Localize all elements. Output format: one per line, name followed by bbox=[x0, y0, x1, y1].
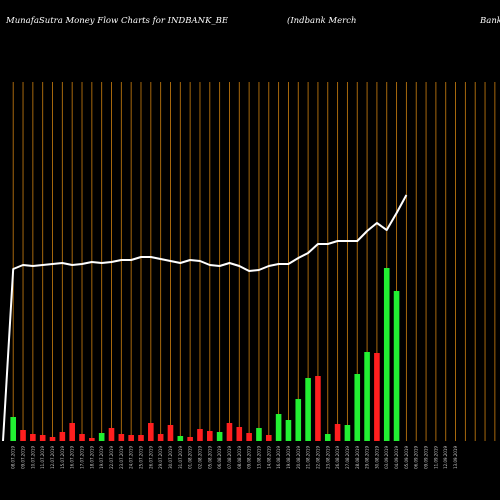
money-flow-bar bbox=[315, 376, 321, 441]
x-tick-label: 14.08.2019 bbox=[266, 446, 271, 469]
money-flow-bar bbox=[69, 423, 75, 441]
x-tick-label: 08.08.2019 bbox=[237, 446, 242, 469]
x-tick-label: 31.07.2019 bbox=[178, 446, 183, 469]
x-tick-label: 03.09.2019 bbox=[384, 446, 389, 469]
x-tick-label: 22.07.2019 bbox=[109, 446, 114, 469]
money-flow-bar bbox=[89, 438, 95, 441]
x-tick-label: 23.08.2019 bbox=[325, 446, 330, 469]
price-line bbox=[2, 194, 408, 442]
x-tick-label: 15.07.2019 bbox=[60, 446, 65, 469]
x-tick-label: 28.08.2019 bbox=[355, 446, 360, 469]
bar-series bbox=[10, 268, 400, 441]
money-flow-bar bbox=[10, 417, 16, 441]
x-tick-label: 23.07.2019 bbox=[119, 446, 124, 469]
x-tick-label: 07.08.2019 bbox=[227, 446, 232, 469]
x-tick-labels: 08.07.2019 09.07.2019 10.07.2019 11.07.2019… bbox=[11, 446, 458, 469]
x-tick-label: 24.07.2019 bbox=[129, 446, 134, 469]
x-tick-label: 05.08.2019 bbox=[207, 446, 212, 469]
chart-subtitle-right: Bank bbox=[479, 16, 500, 26]
x-tick-label: 22.08.2019 bbox=[315, 446, 320, 469]
money-flow-bar bbox=[79, 434, 85, 441]
money-flow-bar bbox=[334, 424, 341, 441]
grid-lines bbox=[12, 82, 496, 441]
x-tick-label: 16.07.2019 bbox=[70, 446, 75, 469]
money-flow-bar bbox=[265, 435, 272, 441]
chart-subtitle: (Indbank Merch bbox=[287, 15, 356, 26]
x-tick-label: 08.07.2019 bbox=[11, 446, 16, 469]
money-flow-bar bbox=[59, 432, 66, 441]
money-flow-bar bbox=[393, 291, 400, 441]
money-flow-bar bbox=[39, 435, 46, 441]
money-flow-bar bbox=[30, 434, 36, 441]
money-flow-bar bbox=[207, 431, 213, 441]
x-tick-label: 26.07.2019 bbox=[148, 446, 153, 469]
x-tick-label: 11.07.2019 bbox=[40, 446, 45, 469]
x-tick-label: 12.09.2019 bbox=[443, 446, 448, 469]
money-flow-bar bbox=[305, 378, 311, 441]
money-flow-bar bbox=[128, 435, 134, 441]
x-tick-label: 19.07.2019 bbox=[99, 446, 104, 469]
x-tick-label: 17.07.2019 bbox=[80, 446, 85, 469]
x-tick-label: 01.08.2019 bbox=[188, 446, 193, 469]
money-flow-bar bbox=[275, 414, 282, 441]
x-tick-label: 06.09.2019 bbox=[414, 446, 419, 469]
x-tick-label: 16.08.2019 bbox=[276, 446, 281, 469]
money-flow-bar bbox=[197, 429, 203, 441]
x-tick-label: 11.09.2019 bbox=[433, 446, 438, 469]
x-tick-label: 25.07.2019 bbox=[138, 446, 143, 469]
x-tick-label: 29.07.2019 bbox=[158, 446, 163, 469]
money-flow-bar bbox=[108, 428, 115, 441]
money-flow-bar bbox=[324, 434, 331, 441]
money-flow-bar bbox=[177, 436, 184, 441]
money-flow-bar bbox=[216, 432, 223, 441]
money-flow-bar bbox=[354, 374, 361, 441]
x-tick-label: 29.08.2019 bbox=[365, 446, 370, 469]
money-flow-bar bbox=[383, 268, 390, 441]
money-flow-bar bbox=[364, 352, 370, 441]
money-flow-bar bbox=[167, 425, 174, 441]
money-flow-bar bbox=[236, 427, 243, 441]
x-tick-label: 09.07.2019 bbox=[21, 446, 26, 469]
money-flow-bar bbox=[138, 435, 144, 441]
money-flow-bar bbox=[285, 420, 292, 441]
x-tick-label: 05.09.2019 bbox=[404, 446, 409, 469]
x-tick-label: 13.08.2019 bbox=[256, 446, 261, 469]
x-tick-label: 27.08.2019 bbox=[345, 446, 350, 469]
money-flow-bar bbox=[20, 430, 26, 441]
x-tick-label: 04.09.2019 bbox=[394, 446, 399, 469]
x-tick-label: 30.07.2019 bbox=[168, 446, 173, 469]
money-flow-bar bbox=[226, 423, 233, 441]
money-flow-bar bbox=[295, 399, 302, 441]
x-tick-label: 10.07.2019 bbox=[30, 446, 35, 469]
money-flow-bar bbox=[49, 437, 56, 441]
x-tick-label: 26.08.2019 bbox=[335, 446, 340, 469]
money-flow-bar bbox=[374, 353, 380, 441]
money-flow-bar bbox=[344, 425, 351, 441]
money-flow-bar bbox=[118, 434, 125, 441]
x-tick-label: 30.08.2019 bbox=[374, 446, 379, 469]
x-tick-label: 19.08.2019 bbox=[286, 446, 291, 469]
x-tick-label: 09.09.2019 bbox=[424, 446, 429, 469]
x-tick-label: 21.08.2019 bbox=[306, 446, 311, 469]
x-tick-label: 09.08.2019 bbox=[247, 446, 252, 469]
x-tick-label: 02.08.2019 bbox=[197, 446, 202, 469]
x-tick-label: 06.08.2019 bbox=[217, 446, 222, 469]
money-flow-bar bbox=[98, 433, 105, 441]
x-tick-label: 18.07.2019 bbox=[89, 446, 94, 469]
x-tick-label: 13.09.2019 bbox=[453, 446, 458, 469]
money-flow-bar bbox=[157, 434, 164, 441]
chart-title: MunafaSutra Money Flow Charts for INDBAN… bbox=[5, 16, 229, 26]
money-flow-bar bbox=[246, 433, 252, 441]
money-flow-bar bbox=[256, 428, 262, 441]
money-flow-bar bbox=[148, 423, 154, 441]
x-tick-label: 12.07.2019 bbox=[50, 446, 55, 469]
x-tick-label: 20.08.2019 bbox=[296, 446, 301, 469]
money-flow-bar bbox=[187, 437, 193, 441]
